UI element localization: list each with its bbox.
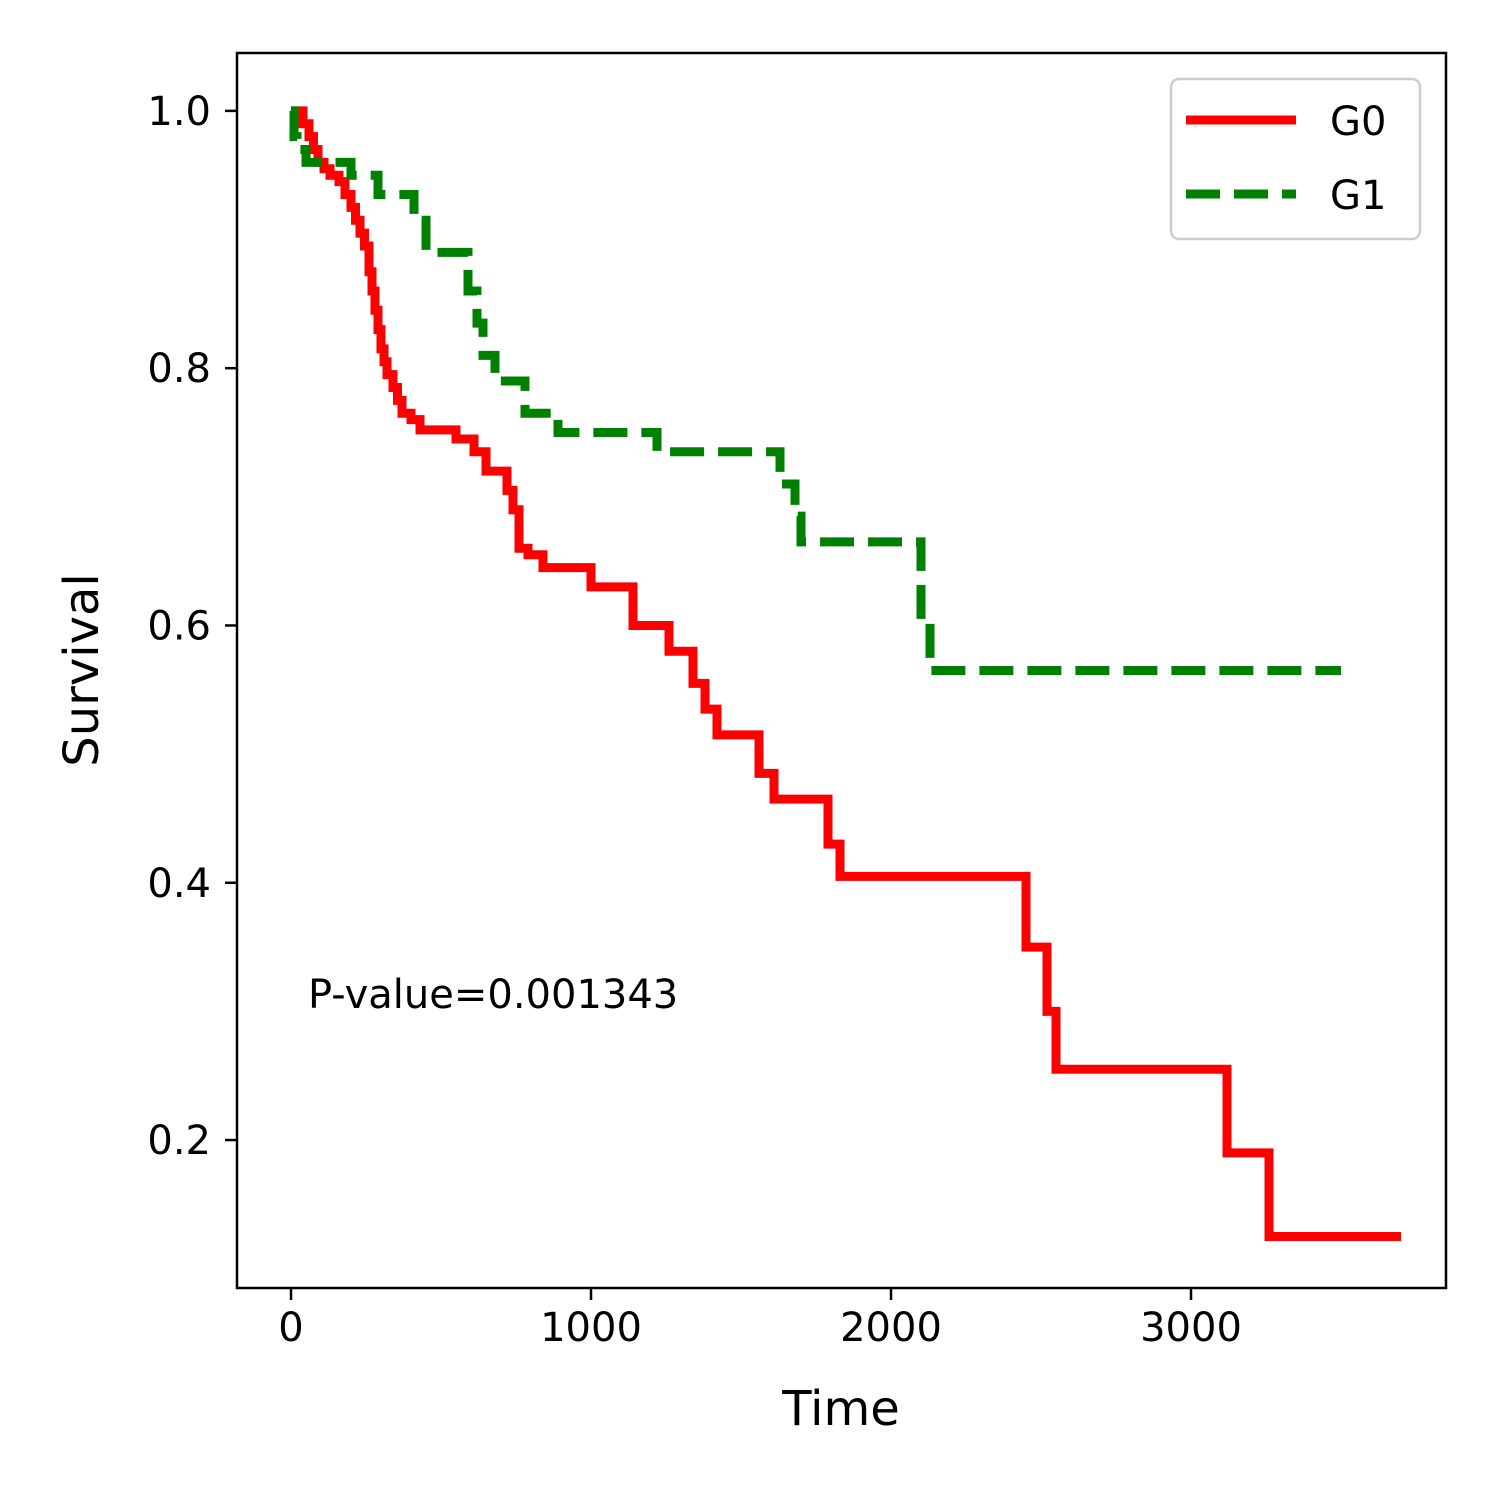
x-tick-label: 3000 [1140,1305,1242,1351]
p-value-annotation: P-value=0.001343 [308,972,678,1018]
axes-group: 0 1000 2000 3000 0.2 0.4 0.6 0.8 1.0 [147,51,1448,1351]
x-tick-label: 0 [278,1305,303,1351]
series-group [289,106,1401,1242]
legend-label-g0: G0 [1330,99,1386,145]
series-line-g0 [291,106,1401,1242]
y-axis-title: Survival [54,573,110,767]
x-axis-title: Time [781,1381,899,1437]
plot-frame [235,51,1448,1290]
y-tick-label: 0.6 [147,603,211,649]
series-line-g1 [289,106,1341,675]
legend: G0 G1 [1169,77,1422,241]
y-tick-label: 1.0 [147,89,211,135]
x-tick-label: 1000 [540,1305,642,1351]
y-tick-label: 0.8 [147,346,211,392]
y-tick-label: 0.2 [147,1118,211,1164]
y-tick-label: 0.4 [147,861,211,907]
legend-label-g1: G1 [1330,173,1386,219]
x-tick-label: 2000 [840,1305,942,1351]
